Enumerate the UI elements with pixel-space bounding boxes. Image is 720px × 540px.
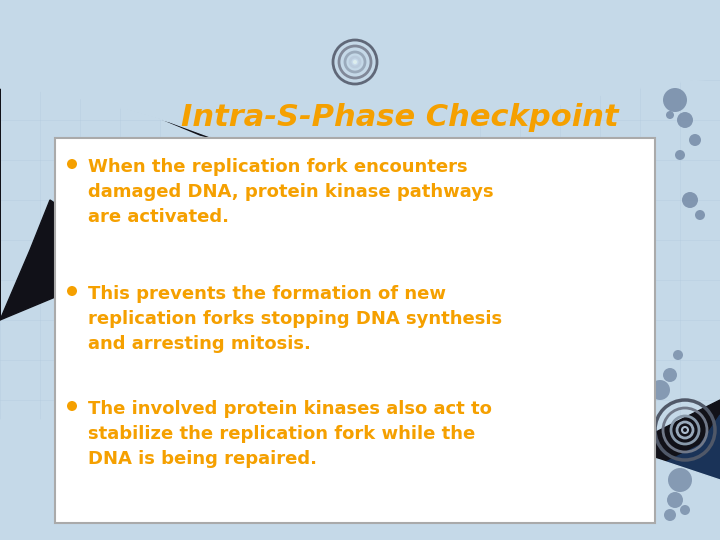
Circle shape: [353, 60, 357, 64]
Circle shape: [695, 210, 705, 220]
Circle shape: [689, 134, 701, 146]
Polygon shape: [0, 0, 720, 150]
Circle shape: [67, 286, 77, 296]
Circle shape: [677, 112, 693, 128]
Polygon shape: [0, 420, 720, 540]
Polygon shape: [0, 0, 720, 158]
Circle shape: [673, 350, 683, 360]
Polygon shape: [500, 400, 720, 540]
Circle shape: [650, 380, 670, 400]
Circle shape: [664, 509, 676, 521]
Circle shape: [668, 468, 692, 492]
Circle shape: [663, 368, 677, 382]
Polygon shape: [0, 60, 75, 320]
Circle shape: [663, 88, 687, 112]
Text: When the replication fork encounters
damaged DNA, protein kinase pathways
are ac: When the replication fork encounters dam…: [88, 158, 494, 226]
Text: This prevents the formation of new
replication forks stopping DNA synthesis
and : This prevents the formation of new repli…: [88, 285, 502, 353]
Polygon shape: [540, 415, 720, 540]
FancyBboxPatch shape: [55, 138, 655, 523]
Circle shape: [67, 401, 77, 411]
Circle shape: [667, 492, 683, 508]
Circle shape: [666, 111, 674, 119]
Circle shape: [675, 150, 685, 160]
Text: Intra-S-Phase Checkpoint: Intra-S-Phase Checkpoint: [181, 104, 618, 132]
Circle shape: [680, 505, 690, 515]
Circle shape: [67, 159, 77, 169]
Text: The involved protein kinases also act to
stabilize the replication fork while th: The involved protein kinases also act to…: [88, 400, 492, 468]
Polygon shape: [0, 0, 720, 155]
Circle shape: [682, 192, 698, 208]
